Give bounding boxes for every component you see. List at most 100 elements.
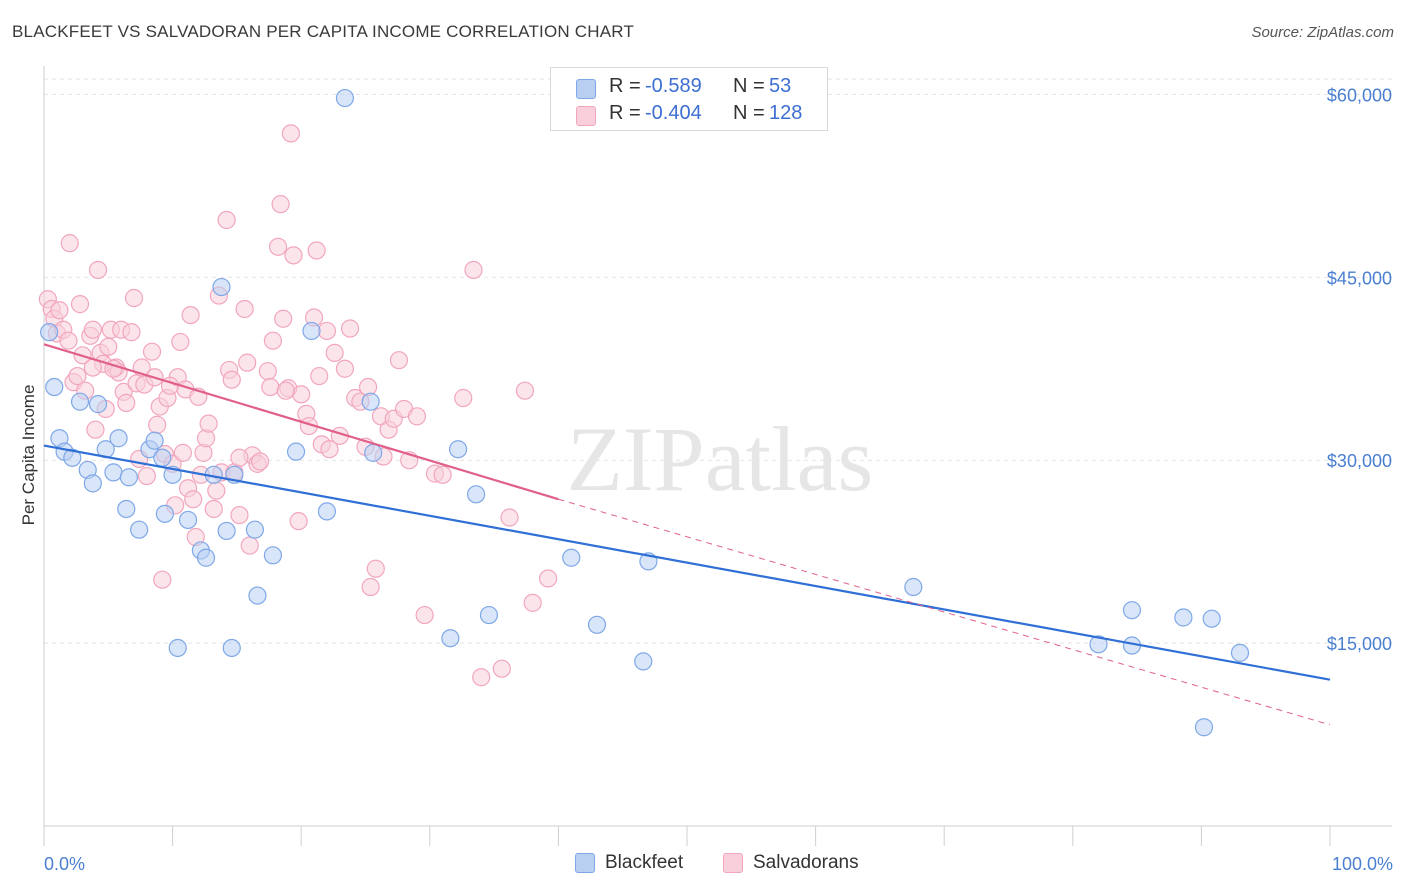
data-point [292, 385, 311, 404]
legend-row-salvadorans: R = -0.404 N = 128 [551, 100, 827, 128]
data-point [562, 548, 581, 567]
data-point [539, 569, 558, 588]
data-point [217, 521, 236, 541]
data-point [68, 366, 87, 386]
data-point [271, 195, 290, 214]
data-point [441, 629, 460, 648]
n-label: N = [733, 102, 765, 124]
series-salvadorans [38, 124, 558, 687]
data-point [230, 505, 249, 525]
data-point [448, 440, 468, 459]
data-point [364, 443, 383, 462]
data-point [433, 465, 452, 484]
data-point [317, 502, 337, 521]
data-point [500, 508, 519, 527]
x-tick-label: 100.0% [1332, 854, 1393, 874]
r-value: -0.589 [645, 75, 702, 97]
legend-row-blackfeet: R = -0.589 N = 53 [551, 73, 827, 101]
data-point [83, 320, 102, 339]
data-point [168, 638, 187, 658]
data-point [289, 512, 308, 531]
data-point [178, 510, 198, 530]
data-points [38, 88, 1250, 737]
data-point [1202, 609, 1221, 628]
data-point [45, 377, 64, 397]
data-point [250, 452, 270, 471]
data-point [415, 605, 434, 625]
data-point [1230, 643, 1250, 662]
trend-line-blackfeet [43, 444, 1331, 681]
data-point [492, 659, 511, 678]
data-point [245, 520, 265, 539]
data-point [212, 277, 231, 297]
data-point [181, 305, 200, 325]
data-point [1089, 635, 1108, 654]
data-point [258, 362, 277, 381]
data-point [454, 388, 473, 408]
data-point [240, 536, 259, 555]
data-point [40, 323, 59, 342]
data-point [472, 668, 491, 687]
y-tick-label: $45,000 [1327, 268, 1392, 288]
data-point [466, 485, 486, 504]
data-point [523, 593, 542, 612]
trend-lines [43, 343, 1331, 726]
data-point [122, 323, 141, 342]
source-label: Source: ZipAtlas.com [1251, 24, 1394, 41]
data-point [361, 392, 380, 411]
data-point [1194, 718, 1214, 737]
data-point [117, 393, 136, 412]
data-point [207, 481, 226, 500]
data-point [261, 377, 280, 397]
data-point [137, 466, 156, 486]
data-point [248, 586, 267, 605]
data-point [70, 392, 90, 411]
data-point [70, 295, 90, 314]
data-point [59, 331, 78, 350]
data-point [124, 288, 144, 308]
data-point [50, 301, 69, 320]
data-point [99, 337, 118, 356]
data-point [325, 343, 344, 362]
data-point [184, 490, 203, 509]
blackfeet-swatch [576, 79, 596, 99]
y-tick-label: $60,000 [1327, 85, 1392, 105]
data-point [286, 442, 306, 461]
data-point [63, 448, 82, 467]
data-point [302, 321, 321, 341]
data-point [361, 577, 380, 597]
n-value: 128 [769, 102, 803, 124]
data-point [238, 353, 257, 372]
data-point [153, 448, 172, 467]
data-point [284, 246, 303, 265]
y-axis-title: Per Capita Income [19, 385, 38, 526]
data-point [173, 443, 192, 462]
data-point [464, 260, 483, 280]
x-tick-labels: 0.0% 100.0% [44, 854, 1393, 874]
n-label: N = [733, 75, 765, 97]
x-tick-label: 0.0% [44, 854, 85, 874]
data-point [222, 370, 241, 389]
data-point [263, 546, 283, 565]
data-point [104, 463, 123, 482]
data-point [320, 440, 339, 459]
series-blackfeet [40, 88, 1250, 737]
data-point [904, 577, 923, 597]
data-point [230, 448, 249, 467]
data-point [274, 309, 293, 328]
trend-line-salvadorans [43, 343, 559, 501]
data-point [276, 381, 295, 400]
data-point [366, 559, 385, 578]
watermark: ZIPatlas [567, 408, 874, 510]
salvadorans-swatch [576, 106, 596, 126]
data-point [1174, 608, 1193, 627]
data-point [217, 210, 236, 230]
data-point [86, 420, 105, 439]
data-point [310, 366, 329, 386]
data-point [281, 124, 301, 143]
y-tick-labels: $15,000 $30,000 $45,000 $60,000 [1327, 85, 1392, 654]
data-point [153, 570, 172, 589]
data-point [204, 499, 223, 519]
data-point [222, 638, 241, 658]
